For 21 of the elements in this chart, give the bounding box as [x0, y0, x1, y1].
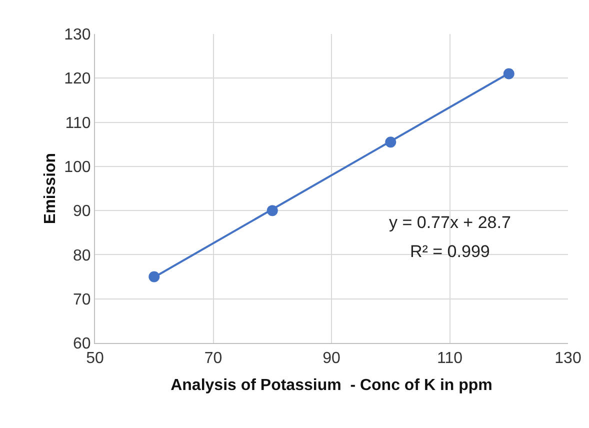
- annotation: y = 0.77x + 28.7: [389, 213, 511, 232]
- x-tick-label: 70: [204, 350, 222, 368]
- y-tick-label: 100: [64, 159, 91, 176]
- y-tick-label: 80: [73, 247, 91, 264]
- point: [266, 205, 278, 216]
- x-tick-label: 90: [322, 350, 340, 368]
- y-tick-label: 60: [73, 336, 91, 353]
- point: [503, 68, 514, 80]
- point: [385, 136, 396, 148]
- x-axis-title: Analysis of Potassium - Conc of K in ppm: [170, 376, 492, 394]
- y-tick-label: 120: [64, 70, 91, 88]
- y-tick-label: 110: [65, 114, 91, 132]
- y-tick-label: 70: [73, 291, 91, 308]
- x-tick-label: 50: [86, 350, 104, 368]
- x-tick-label: 110: [436, 350, 463, 368]
- x-tick-label: 130: [554, 350, 582, 368]
- y-tick-label: 90: [73, 203, 91, 220]
- annotation: R² = 0.999: [410, 242, 490, 261]
- y-axis-title: Emission: [42, 152, 59, 224]
- point: [148, 271, 160, 282]
- y-tick-label: 130: [64, 26, 91, 44]
